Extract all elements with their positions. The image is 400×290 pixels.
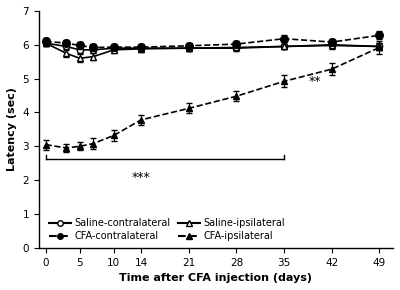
Legend: Saline-contralateral, CFA-contralateral, Saline-ipsilateral, CFA-ipsilateral: Saline-contralateral, CFA-contralateral,… <box>47 216 287 243</box>
Y-axis label: Latency (sec): Latency (sec) <box>7 87 17 171</box>
Text: **: ** <box>308 75 321 88</box>
X-axis label: Time after CFA injection (days): Time after CFA injection (days) <box>120 273 312 283</box>
Text: ***: *** <box>132 171 150 184</box>
